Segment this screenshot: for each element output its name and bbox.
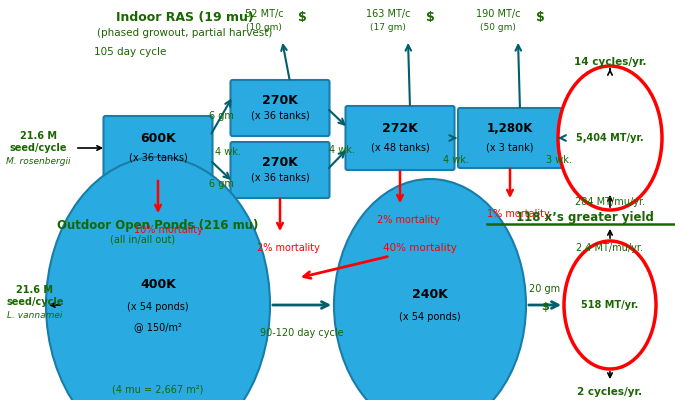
Text: (x 36 tanks): (x 36 tanks) xyxy=(250,111,309,121)
Ellipse shape xyxy=(564,241,656,369)
Text: L. vannamei: L. vannamei xyxy=(7,312,63,320)
Text: 6 gm: 6 gm xyxy=(209,111,234,121)
Text: 4 wk.: 4 wk. xyxy=(215,147,241,157)
Text: 2% mortality: 2% mortality xyxy=(256,243,319,253)
Text: 2% mortality: 2% mortality xyxy=(377,215,439,225)
Text: 240K: 240K xyxy=(412,288,448,302)
Text: (10 gm): (10 gm) xyxy=(246,22,282,32)
FancyBboxPatch shape xyxy=(346,106,454,170)
Text: 1% mortality: 1% mortality xyxy=(487,209,549,219)
Text: 400K: 400K xyxy=(140,278,176,292)
Text: $: $ xyxy=(298,10,306,24)
Text: (x 48 tanks): (x 48 tanks) xyxy=(371,142,429,152)
Text: 3 wk.: 3 wk. xyxy=(546,155,572,165)
Text: Outdoor Open Ponds (216 mu): Outdoor Open Ponds (216 mu) xyxy=(57,218,259,232)
Text: 14 cycles/yr.: 14 cycles/yr. xyxy=(574,57,646,67)
Text: 270K: 270K xyxy=(262,94,298,106)
Text: (x 54 ponds): (x 54 ponds) xyxy=(127,302,189,312)
Ellipse shape xyxy=(334,179,526,400)
Text: 284 MT/mu/yr.: 284 MT/mu/yr. xyxy=(575,197,645,207)
FancyBboxPatch shape xyxy=(458,108,562,168)
Text: 6 gm: 6 gm xyxy=(209,179,234,189)
Text: $: $ xyxy=(426,10,435,24)
Text: (50 gm): (50 gm) xyxy=(480,22,516,32)
Text: 118 x’s greater yield: 118 x’s greater yield xyxy=(516,212,654,224)
Text: seed/cycle: seed/cycle xyxy=(9,143,67,153)
Text: 105 day cycle: 105 day cycle xyxy=(94,47,166,57)
Text: @ 150/m²: @ 150/m² xyxy=(134,322,182,332)
Text: 270K: 270K xyxy=(262,156,298,168)
Text: $: $ xyxy=(536,10,544,24)
Text: 40% mortality: 40% mortality xyxy=(383,243,457,253)
Text: 163 MT/c: 163 MT/c xyxy=(366,9,410,19)
Text: (x 36 tanks): (x 36 tanks) xyxy=(129,152,188,162)
Text: 1,280K: 1,280K xyxy=(487,122,533,136)
Text: M. rosenbergii: M. rosenbergii xyxy=(6,158,70,166)
Text: (x 3 tank): (x 3 tank) xyxy=(486,142,534,152)
Text: seed/cycle: seed/cycle xyxy=(6,297,63,307)
Text: (x 36 tanks): (x 36 tanks) xyxy=(250,173,309,183)
Text: (x 54 ponds): (x 54 ponds) xyxy=(399,312,461,322)
Text: 600K: 600K xyxy=(140,132,176,146)
Text: 20 gm: 20 gm xyxy=(529,284,560,294)
Text: 190 MT/c: 190 MT/c xyxy=(476,9,520,19)
Ellipse shape xyxy=(46,157,270,400)
Text: 10% mortality: 10% mortality xyxy=(134,225,202,235)
Ellipse shape xyxy=(558,66,662,210)
Text: 5,404 MT/yr.: 5,404 MT/yr. xyxy=(576,133,644,143)
Text: $: $ xyxy=(541,302,549,312)
Text: 21.6 M: 21.6 M xyxy=(20,131,57,141)
FancyBboxPatch shape xyxy=(230,142,329,198)
FancyBboxPatch shape xyxy=(230,80,329,136)
Text: 52 MT/c: 52 MT/c xyxy=(244,9,284,19)
Text: 90-120 day cycle: 90-120 day cycle xyxy=(260,328,344,338)
Text: 272K: 272K xyxy=(382,122,418,136)
Text: 2.4 MT/mu/yr.: 2.4 MT/mu/yr. xyxy=(576,243,643,253)
Text: (phased growout, partial harvest): (phased growout, partial harvest) xyxy=(97,28,273,38)
Text: Indoor RAS (19 mu): Indoor RAS (19 mu) xyxy=(116,12,254,24)
Text: 518 MT/yr.: 518 MT/yr. xyxy=(581,300,639,310)
Text: (17 gm): (17 gm) xyxy=(370,22,406,32)
Text: 2 cycles/yr.: 2 cycles/yr. xyxy=(577,387,643,397)
Text: 4 wk.: 4 wk. xyxy=(329,145,355,155)
Text: 21.6 M: 21.6 M xyxy=(16,285,53,295)
FancyBboxPatch shape xyxy=(103,116,213,180)
Text: 4 wk.: 4 wk. xyxy=(443,155,469,165)
Text: (all in/all out): (all in/all out) xyxy=(111,235,176,245)
Text: (4 mu = 2,667 m²): (4 mu = 2,667 m²) xyxy=(112,385,204,395)
